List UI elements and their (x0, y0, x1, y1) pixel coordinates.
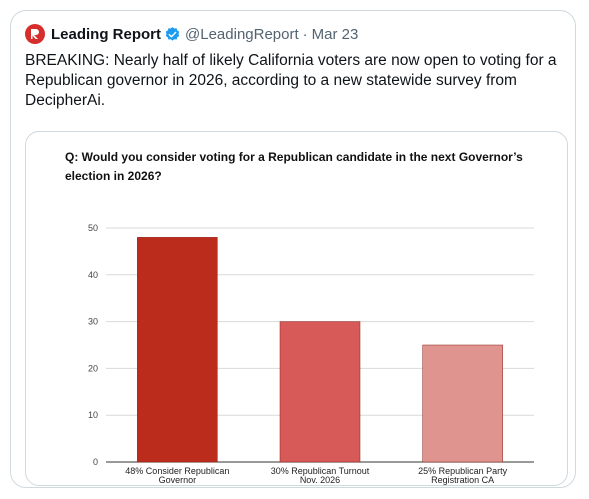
chart-title: Q: Would you consider voting for a Repub… (65, 150, 523, 183)
display-name[interactable]: Leading Report (51, 25, 162, 43)
x-category-label: 25% Republican Party (418, 466, 508, 476)
bar (422, 344, 503, 463)
y-tick-label: 40 (88, 270, 98, 280)
bar (137, 237, 218, 463)
verified-badge-icon (165, 26, 180, 41)
user-handle[interactable]: @LeadingReport (185, 25, 299, 43)
bar-chart: 0 10 20 30 40 50 48% Consider RepublicanGovern… (88, 223, 534, 485)
x-category-label: 30% Republican Turnout (271, 466, 370, 476)
y-tick-label: 50 (88, 223, 98, 233)
tweet-header: Leading Report @LeadingReport · Mar 23 (25, 24, 358, 44)
separator-dot: · (302, 25, 308, 43)
tweet-card[interactable]: Leading Report @LeadingReport · Mar 23 B… (10, 10, 576, 488)
tweet-date[interactable]: Mar 23 (311, 25, 359, 43)
x-category-label: Nov. 2026 (300, 475, 340, 485)
x-category-label: Registration CA (431, 475, 494, 485)
y-tick-label: 10 (88, 410, 98, 420)
tweet-text: BREAKING: Nearly half of likely Californ… (25, 52, 557, 109)
x-category-label: Governor (159, 475, 197, 485)
bar (279, 321, 361, 463)
leading-report-logo-icon[interactable] (25, 24, 45, 44)
tweet-image[interactable]: Q: Would you consider voting for a Repub… (25, 131, 568, 486)
y-tick-label: 20 (88, 363, 98, 373)
y-tick-label: 30 (88, 317, 98, 327)
y-tick-label: 0 (93, 457, 98, 467)
x-category-label: 48% Consider Republican (125, 466, 229, 476)
